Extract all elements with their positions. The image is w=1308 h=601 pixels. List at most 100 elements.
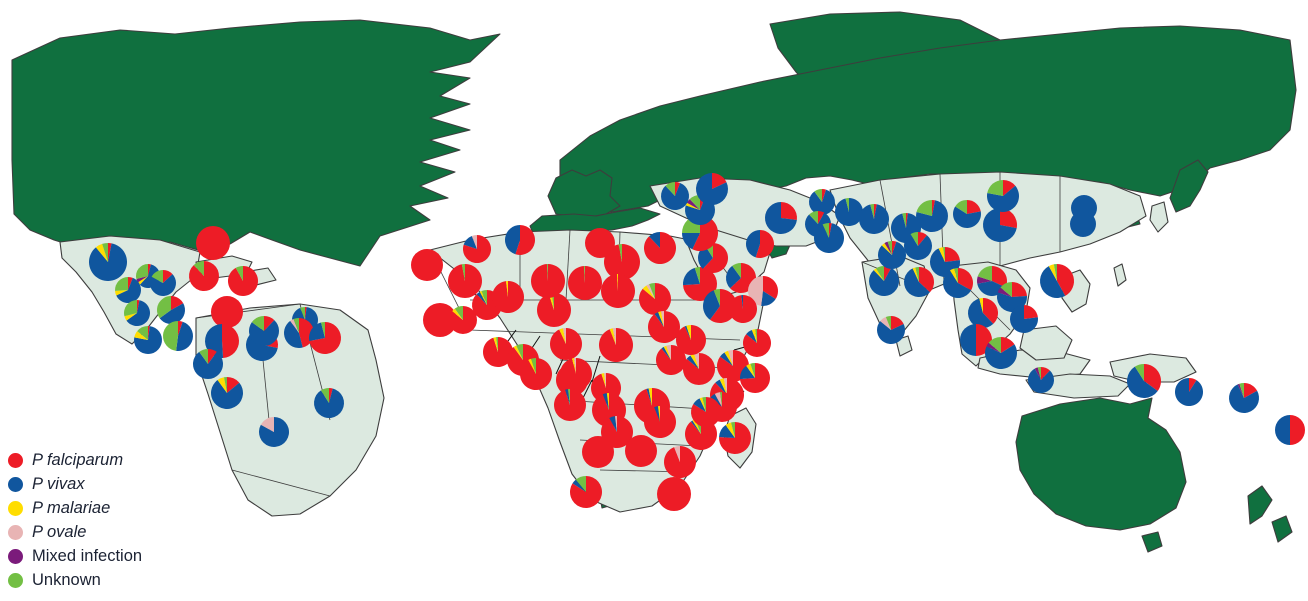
pie-slice-falciparum [530,264,565,298]
pie-slice-vivax [476,291,487,305]
pie-slice-malariae [881,243,892,255]
pie-slice-malariae [912,267,919,282]
pie-slice-falciparum [1144,364,1161,391]
pie-slice-malariae [725,422,735,438]
pie-chart-madagascar [718,422,751,454]
pie-slice-mixed [977,276,992,284]
pie-slice-unknown [454,306,463,320]
pie-slice-vivax [309,322,325,341]
pie-chart-ecuador [193,349,224,379]
pie-slice-unknown [915,267,919,282]
pie-slice-malariae [648,388,652,406]
pie-chart-french-guiana [309,322,341,354]
pie-slice-unknown [531,358,536,374]
pie-chart-cuba [196,226,230,260]
pie-slice-falciparum [1244,383,1258,398]
pie-slice-malariae [479,291,487,305]
pie-chart-senegal [423,303,457,337]
pie-slice-falciparum [625,435,657,467]
landmass-endemic-14 [1019,325,1073,361]
pie-chart-oman [746,230,775,258]
pie-slice-falciparum [702,243,729,274]
pie-chart-nicaragua [157,296,185,324]
legend-label-falciparum: P falciparum [32,450,124,469]
pie-chart-sao-tome [553,389,586,421]
pie-slice-vivax [715,379,727,395]
pie-slice-unknown [102,243,108,262]
pie-slice-vivax [150,274,177,296]
pie-chart-angola [601,416,634,449]
legend-item-falciparum: P falciparum [8,448,218,472]
pie-slice-unknown [575,476,586,492]
pie-slice-vivax [761,291,776,306]
pie-slice-vivax [686,355,699,369]
pie-slice-falciparum [919,267,934,293]
pie-slice-vivax [283,320,303,348]
pie-chart-laos [977,266,1008,297]
pie-slice-vivax [904,234,933,261]
pie-slice-vivax [88,243,127,282]
pie-chart-niger-inset [648,311,680,343]
legend-item-unknown: Unknown [8,568,218,592]
pie-slice-ovale [728,350,733,366]
pie-slice-falciparum [1041,367,1050,380]
pie-slice-unknown [293,318,299,333]
pie-slice-unknown [732,263,741,278]
pie-chart-bolivia [259,417,289,448]
pie-chart-libya [585,228,615,258]
pie-slice-falciparum [148,264,151,276]
pie-slice-vivax [176,321,193,351]
pie-slice-falciparum [411,249,443,281]
landmass-malaria-free-8 [1247,485,1293,543]
pie-slice-mixed [136,276,148,283]
pie-chart-nepal [904,232,933,261]
pie-slice-falciparum [818,211,825,224]
pie-slice-unknown [1239,383,1244,398]
pie-slice-unknown [750,363,755,378]
pie-slice-falciparum [582,436,614,468]
pie-chart-sri-lanka [877,316,906,344]
pie-slice-unknown [943,247,945,262]
pie-chart-papua-new-guinea [1126,364,1161,399]
pie-slice-falciparum [822,189,827,202]
pie-slice-malariae [134,331,148,340]
pie-chart-turkey [661,182,689,210]
pie-slice-falciparum [657,477,691,511]
pie-slice-unknown [496,337,498,352]
pie-chart-algeria [505,225,536,256]
pie-slice-vivax [602,393,609,410]
pie-chart-suriname [283,318,315,348]
pie-slice-falciparum [567,266,602,300]
pie-slice-vivax [710,393,722,407]
legend-item-malariae: P malariae [8,496,218,520]
pie-slice-malariae [699,397,706,412]
pie-slice-malariae [452,308,463,320]
pie-slice-vivax [698,245,713,269]
pie-slice-falciparum [967,200,981,214]
pie-slice-vivax [684,325,691,340]
pie-slice-unknown [320,388,329,403]
pie-slice-malariae [124,313,137,321]
pie-slice-unknown [461,264,465,281]
pie-slice-malariae [938,247,945,262]
pie-slice-falciparum [309,322,341,354]
pie-slice-falciparum [178,321,183,336]
pie-chart-western-sahara [463,235,492,264]
pie-slice-falciparum [163,270,173,283]
pie-chart-mauritania [447,264,482,299]
country-border-1 [231,469,331,497]
pie-slice-falciparum [829,223,832,238]
pie-slice-unknown [235,266,243,281]
pie-slice-malariae [606,393,609,410]
pie-slice-vivax [661,346,671,360]
pie-slice-unknown [124,300,137,317]
pie-chart-layer [88,173,1305,511]
pie-slice-vivax [116,277,141,303]
pie-slice-falciparum [211,296,243,328]
pie-slice-malariae [751,329,757,343]
pie-slice-falciparum [1000,208,1017,229]
pie-chart-swaziland [691,397,721,427]
pie-slice-malariae [724,350,733,366]
